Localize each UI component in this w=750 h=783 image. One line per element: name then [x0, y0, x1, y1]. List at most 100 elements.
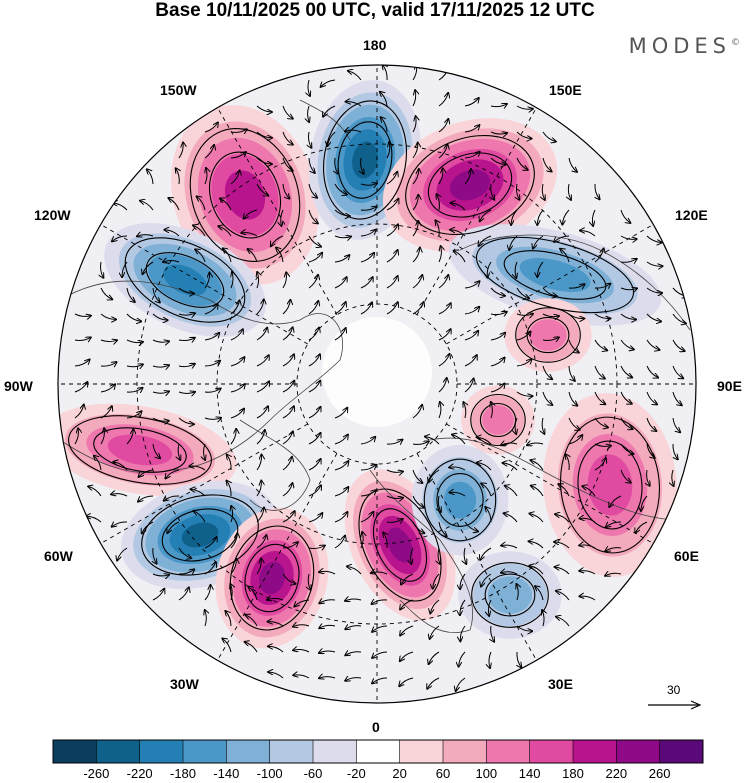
wind-vector — [490, 312, 507, 315]
wind-vector — [308, 354, 320, 367]
wind-vector — [230, 584, 232, 601]
contour-ural-high — [479, 402, 517, 438]
wind-vector — [334, 408, 347, 419]
wind-vector — [386, 302, 398, 315]
colorbar-swatch — [226, 740, 271, 763]
wind-vector — [530, 460, 544, 471]
wind-vector — [509, 235, 518, 250]
wind-vector — [308, 513, 322, 523]
wind-vector — [412, 90, 416, 107]
wind-vector — [490, 287, 505, 296]
wind-vector — [308, 546, 325, 549]
polar-cap — [322, 317, 432, 427]
wind-vector — [308, 485, 321, 497]
colorbar-swatch — [399, 740, 444, 763]
wind-vector — [164, 496, 180, 501]
wind-vector — [456, 677, 466, 691]
wind-vector — [412, 221, 418, 237]
wind-vector — [646, 443, 655, 458]
wind-vector — [346, 102, 362, 107]
wind-vector — [429, 469, 440, 482]
wind-vector — [438, 119, 448, 133]
wind-vector — [556, 617, 570, 627]
wind-vector — [620, 469, 631, 483]
wind-vector — [401, 573, 414, 585]
wind-vector — [438, 303, 451, 315]
wind-vector — [256, 131, 272, 138]
wind-vector — [412, 441, 429, 444]
contour-north-pacific-high-west — [189, 128, 301, 262]
wind-vector — [537, 261, 544, 277]
wind-vector — [481, 573, 492, 587]
wind-vector — [268, 672, 284, 679]
wind-vector — [360, 437, 375, 445]
wind-vector — [256, 300, 264, 315]
wind-vector — [533, 235, 544, 249]
wind-vector — [248, 587, 258, 601]
wind-vector — [204, 585, 211, 601]
wind-vector — [427, 677, 440, 689]
wind-vector — [491, 183, 495, 200]
wind-vector — [345, 678, 362, 681]
wind-vector — [294, 599, 310, 607]
wind-vector — [282, 431, 293, 445]
wind-vector — [594, 391, 605, 404]
wind-vector — [568, 391, 577, 406]
contour-aleutian-low — [322, 100, 408, 220]
wind-vector — [412, 495, 424, 508]
colorbar-tick-label: -260 — [83, 766, 110, 781]
colorbar-tick-label: 100 — [475, 766, 498, 781]
lon-label-150w: 150W — [160, 82, 197, 98]
wind-vector — [412, 405, 422, 419]
wind-vector — [230, 329, 243, 341]
wind-vector — [516, 391, 533, 396]
wind-vector — [386, 470, 403, 472]
wind-vector — [152, 365, 169, 367]
wind-vector — [412, 302, 424, 315]
wind-vector — [383, 533, 387, 549]
wind-vector — [438, 378, 447, 393]
wind-vector — [256, 157, 272, 164]
wind-vector — [594, 339, 607, 350]
meridian-line — [416, 106, 538, 315]
wind-vector — [204, 273, 210, 289]
wind-vector — [126, 388, 143, 392]
colorbar-tick-label: 260 — [648, 766, 671, 781]
contour-atlantic-low-west — [141, 494, 259, 576]
wind-vector — [438, 547, 440, 564]
wind-vector — [516, 105, 533, 109]
wind-vector — [594, 444, 611, 446]
wind-vector — [100, 287, 112, 299]
wind-vector — [460, 573, 466, 589]
wind-vector — [345, 130, 362, 132]
wind-vector — [516, 625, 532, 631]
anomaly-kamchatka-high-level — [449, 169, 491, 201]
wind-vector — [594, 417, 608, 428]
wind-vector — [459, 651, 466, 667]
anomaly-field — [58, 80, 677, 649]
wind-vector — [142, 521, 154, 533]
wind-vector — [267, 598, 284, 600]
wind-vector — [335, 157, 338, 174]
wind-vector — [481, 483, 492, 497]
wind-vector — [542, 391, 552, 405]
contour-alaska-low — [124, 237, 246, 323]
wind-vector — [430, 625, 440, 639]
wind-vector — [74, 382, 88, 393]
wind-vector — [487, 261, 492, 278]
wind-vector — [529, 514, 544, 523]
wind-vector — [463, 402, 465, 419]
wind-vector — [112, 522, 128, 527]
wind-vector — [220, 199, 232, 211]
wind-vector — [516, 157, 528, 170]
colorbar-tick-label: -100 — [256, 766, 283, 781]
wind-vector — [672, 365, 683, 378]
wind-vector — [281, 209, 283, 226]
wind-vector — [620, 235, 637, 239]
wind-vector — [449, 492, 466, 497]
wind-vector — [438, 521, 447, 536]
wind-vector — [230, 559, 236, 575]
wind-vector — [464, 331, 478, 341]
wind-vector — [256, 559, 261, 575]
wind-vector — [592, 209, 596, 226]
